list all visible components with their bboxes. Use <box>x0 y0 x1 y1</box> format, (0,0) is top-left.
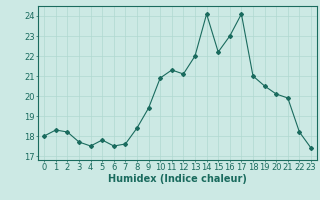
X-axis label: Humidex (Indice chaleur): Humidex (Indice chaleur) <box>108 174 247 184</box>
